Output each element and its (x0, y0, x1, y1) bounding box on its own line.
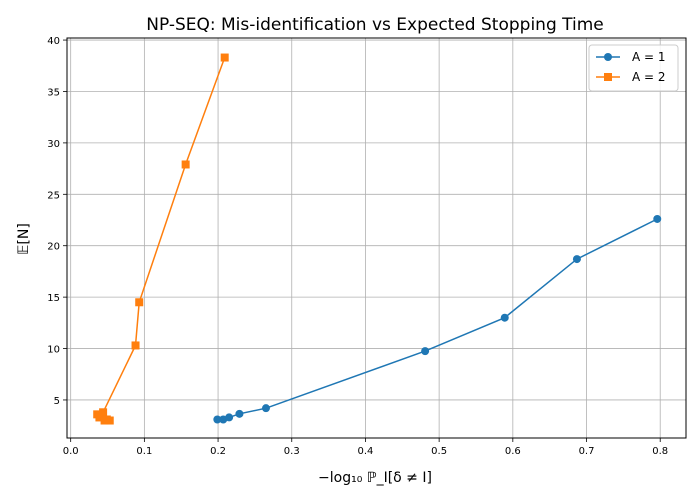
series-1 (213, 214, 662, 424)
series-1-point (213, 415, 222, 424)
x-tick-label: 0.1 (136, 446, 152, 457)
series-1-point (572, 255, 581, 264)
series-2-point (135, 298, 144, 307)
y-tick-label: 10 (47, 345, 60, 356)
series-1-point (235, 409, 244, 418)
series-2-point (131, 341, 140, 350)
x-tick-label: 0.5 (431, 446, 447, 457)
series-layer (93, 53, 662, 425)
legend-marker-series-2 (604, 73, 612, 81)
series-2-point (95, 413, 104, 422)
x-tick-label: 0.4 (357, 446, 373, 457)
ticks-layer: 0.0 0.1 0.2 0.3 0.4 0.5 0.6 0.7 0.8 5 10 15 20 25 30 35… (47, 36, 668, 457)
chart-title: NP-SEQ: Mis-identification vs Expected S… (146, 15, 604, 35)
legend-entries: A = 1 A = 2 (596, 50, 666, 84)
grid-layer (67, 38, 686, 438)
x-tick-label: 0.6 (505, 446, 521, 457)
y-tick-label: 30 (47, 139, 60, 150)
x-tick-label: 0.7 (579, 446, 595, 457)
x-axis-label: −log₁₀ ℙ_I[δ ≠ I] (318, 470, 432, 486)
series-1-point (500, 313, 509, 322)
series-1-point (225, 413, 234, 422)
y-tick-label: 5 (54, 396, 60, 407)
series-1-point (653, 214, 662, 223)
x-tick-label: 0.3 (284, 446, 300, 457)
y-tick-label: 35 (47, 87, 60, 98)
y-tick-label: 25 (47, 190, 60, 201)
series-2-point (102, 415, 111, 424)
y-tick-label: 20 (47, 242, 60, 253)
series-1-point (421, 347, 430, 356)
legend-label-series-1: A = 1 (632, 50, 666, 64)
series-2-point (181, 160, 190, 169)
x-tick-label: 0.2 (210, 446, 226, 457)
legend-label-series-2: A = 2 (632, 70, 666, 84)
y-axis-label: 𝔼[N] (16, 223, 32, 255)
legend-marker-series-1 (604, 53, 612, 61)
legend: A = 1 A = 2 (588, 44, 679, 92)
plot-frame (66, 37, 687, 439)
y-tick-label: 40 (47, 36, 60, 47)
series-2-point (99, 408, 108, 417)
series-2 (93, 53, 229, 425)
y-tick-label: 15 (47, 293, 60, 304)
x-tick-label: 0.8 (652, 446, 668, 457)
x-tick-label: 0.0 (63, 446, 79, 457)
series-1-point (261, 404, 270, 413)
series-2-point (220, 53, 229, 62)
